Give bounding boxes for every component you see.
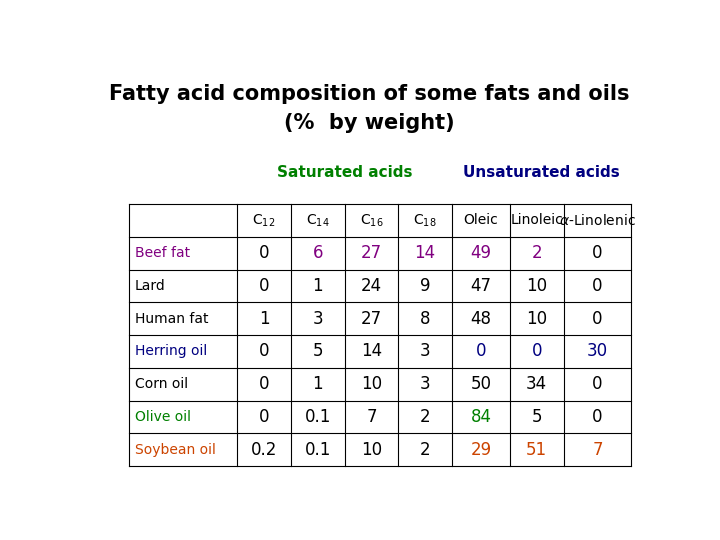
Text: 0: 0 [258, 408, 269, 426]
Text: Herring oil: Herring oil [135, 345, 207, 359]
Text: Saturated acids: Saturated acids [276, 165, 413, 180]
Text: $\alpha$-Linolenic: $\alpha$-Linolenic [559, 213, 636, 228]
Text: 5: 5 [312, 342, 323, 360]
Text: 1: 1 [312, 277, 323, 295]
Text: 29: 29 [470, 441, 492, 458]
Text: Linoleic: Linoleic [510, 213, 563, 227]
Text: 3: 3 [312, 310, 323, 328]
Text: 0: 0 [531, 342, 542, 360]
Text: 0: 0 [592, 277, 603, 295]
Text: 7: 7 [592, 441, 603, 458]
Text: 10: 10 [526, 277, 547, 295]
Text: 2: 2 [531, 244, 542, 262]
Text: 10: 10 [361, 441, 382, 458]
Text: 3: 3 [420, 375, 431, 393]
Text: 27: 27 [361, 244, 382, 262]
Text: Lard: Lard [135, 279, 166, 293]
Text: (%  by weight): (% by weight) [284, 113, 454, 133]
Text: 0: 0 [592, 310, 603, 328]
Text: 6: 6 [312, 244, 323, 262]
Text: Corn oil: Corn oil [135, 377, 188, 391]
Text: 0: 0 [258, 277, 269, 295]
Text: 0.1: 0.1 [305, 408, 331, 426]
Text: 5: 5 [531, 408, 542, 426]
Text: 0: 0 [258, 342, 269, 360]
Text: 10: 10 [526, 310, 547, 328]
Text: Soybean oil: Soybean oil [135, 443, 215, 457]
Text: 84: 84 [470, 408, 491, 426]
Text: $\mathsf{C_{12}}$: $\mathsf{C_{12}}$ [252, 212, 276, 228]
Text: Oleic: Oleic [464, 213, 498, 227]
Text: 14: 14 [361, 342, 382, 360]
Text: 49: 49 [470, 244, 491, 262]
Text: 0.2: 0.2 [251, 441, 277, 458]
Text: 34: 34 [526, 375, 547, 393]
Text: 0: 0 [592, 408, 603, 426]
Text: 0: 0 [592, 244, 603, 262]
Text: 7: 7 [366, 408, 377, 426]
Text: 8: 8 [420, 310, 431, 328]
Text: 10: 10 [361, 375, 382, 393]
Text: 1: 1 [258, 310, 269, 328]
Text: 2: 2 [420, 441, 431, 458]
Text: 0: 0 [592, 375, 603, 393]
Text: 0.1: 0.1 [305, 441, 331, 458]
Text: 30: 30 [587, 342, 608, 360]
Text: 0: 0 [476, 342, 486, 360]
Text: $\mathsf{C_{14}}$: $\mathsf{C_{14}}$ [306, 212, 330, 228]
Text: 51: 51 [526, 441, 547, 458]
Text: $\mathsf{C_{18}}$: $\mathsf{C_{18}}$ [413, 212, 437, 228]
Text: Olive oil: Olive oil [135, 410, 191, 424]
Text: Human fat: Human fat [135, 312, 208, 326]
Text: 27: 27 [361, 310, 382, 328]
Text: 48: 48 [470, 310, 491, 328]
Text: 24: 24 [361, 277, 382, 295]
Text: 9: 9 [420, 277, 431, 295]
Text: 2: 2 [420, 408, 431, 426]
Text: 0: 0 [258, 244, 269, 262]
Text: Unsaturated acids: Unsaturated acids [463, 165, 620, 180]
Text: 47: 47 [470, 277, 491, 295]
Text: 3: 3 [420, 342, 431, 360]
Text: 0: 0 [258, 375, 269, 393]
Text: 14: 14 [415, 244, 436, 262]
Text: Beef fat: Beef fat [135, 246, 190, 260]
Text: 1: 1 [312, 375, 323, 393]
Text: $\mathsf{C_{16}}$: $\mathsf{C_{16}}$ [360, 212, 383, 228]
Text: 50: 50 [470, 375, 491, 393]
Text: Fatty acid composition of some fats and oils: Fatty acid composition of some fats and … [109, 84, 629, 104]
